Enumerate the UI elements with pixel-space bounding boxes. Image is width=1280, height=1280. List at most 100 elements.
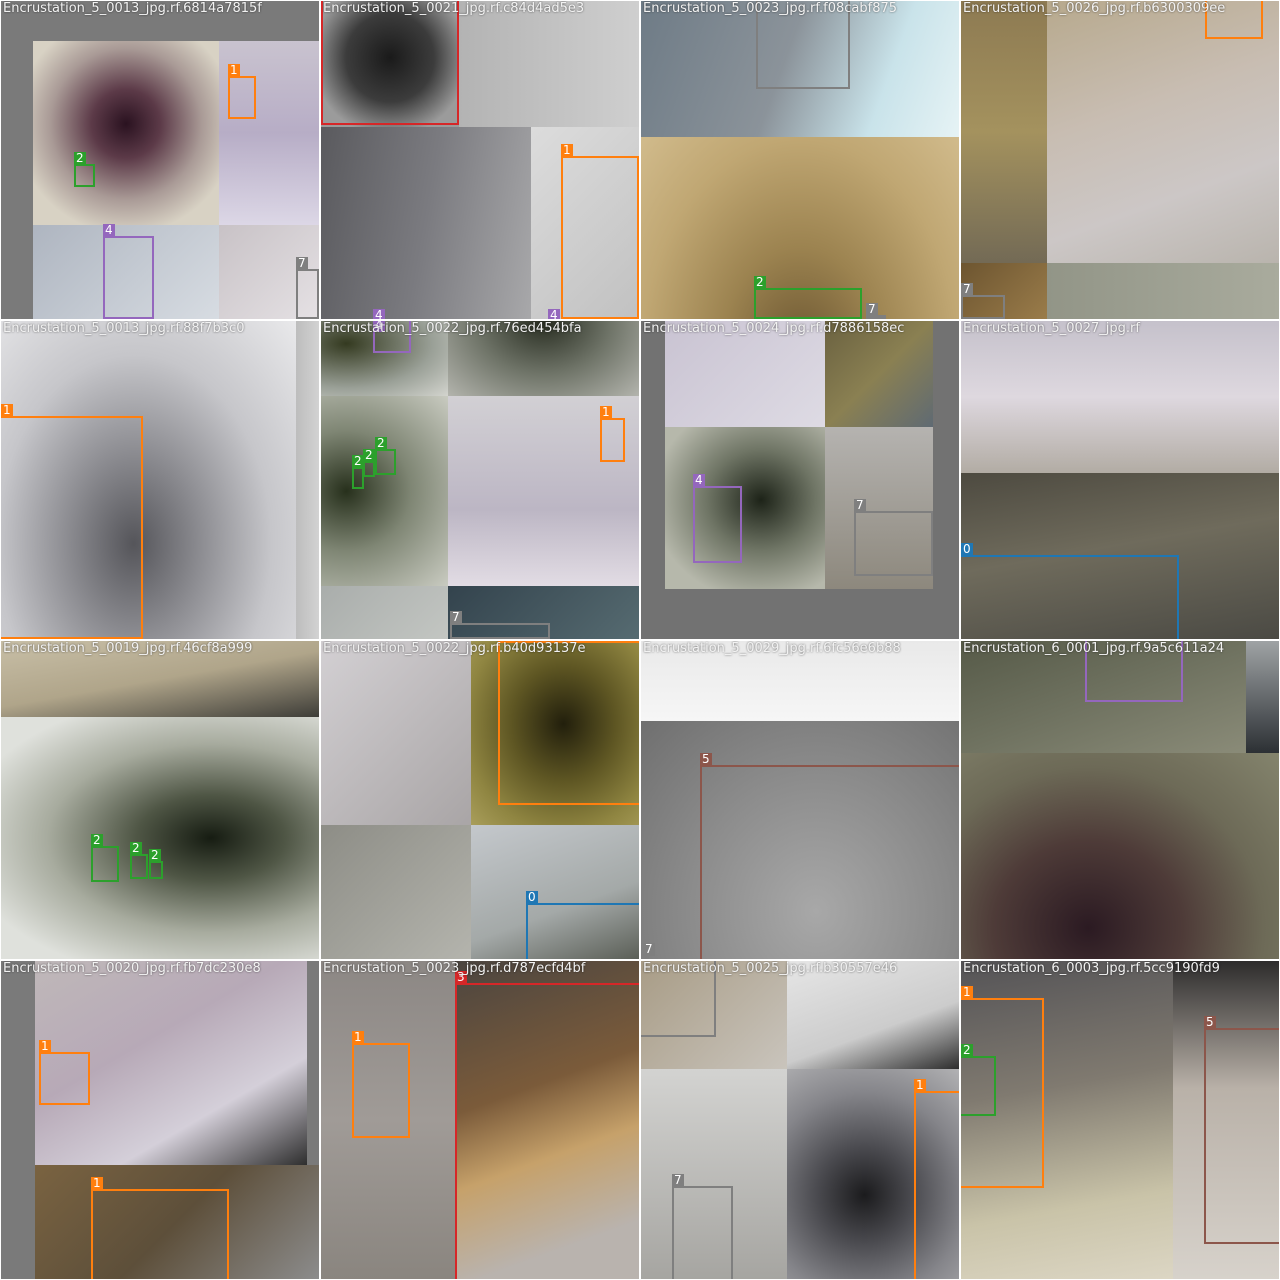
- bbox-class-1: 1: [39, 1040, 90, 1105]
- bbox-class-label: 1: [352, 1030, 364, 1044]
- image-patch: [321, 396, 448, 586]
- bbox-class-4: 4: [693, 474, 742, 563]
- bbox-class-label: 4: [103, 223, 115, 237]
- image-patch: [787, 1069, 959, 1279]
- image-patch: [321, 321, 448, 396]
- bbox-class-5: 5: [700, 753, 959, 959]
- tile-caption: Encrustation_5_0023_jpg.rf.d787ecfd4bf: [323, 961, 586, 976]
- bbox-class-label: 0: [526, 890, 538, 904]
- tile-caption: Encrustation_5_0025_jpg.rf.b30557e46: [643, 961, 898, 976]
- bbox-class-1: 1: [228, 64, 256, 119]
- bbox-class-label: 2: [149, 848, 161, 862]
- bbox-class-1: [1205, 1, 1263, 39]
- image-patch: [1173, 961, 1279, 1279]
- image-patch: [321, 641, 471, 825]
- image-patch: [961, 1, 1047, 263]
- bbox-class-label: 2: [130, 841, 142, 855]
- image-patch: [1246, 641, 1279, 753]
- bbox-class-label: 1: [228, 63, 240, 77]
- image-patch: [825, 321, 933, 427]
- image-patch: [641, 641, 959, 721]
- tile-caption: Encrustation_5_0027_jpg.rf: [963, 321, 1140, 336]
- image-patch: [33, 225, 219, 319]
- bbox-class-label: 0: [961, 542, 973, 556]
- bbox-class-label: 1: [561, 143, 573, 157]
- bbox-class-7: [756, 1, 850, 89]
- bbox-class-label: 7: [854, 498, 866, 512]
- image-patch: [296, 321, 319, 639]
- image-patch: [448, 586, 639, 639]
- image-patch: [321, 1, 459, 127]
- tile-caption: Encrustation_5_0024_jpg.rf.d7886158ec: [643, 321, 905, 336]
- image-patch: [825, 427, 933, 589]
- image-patch: [665, 427, 825, 589]
- image-patch: [531, 127, 639, 319]
- bbox-class-label: 4: [548, 309, 560, 319]
- tile-caption: Encrustation_5_0013_jpg.rf.6814a7815f: [3, 1, 262, 16]
- bbox-class-5: 5: [1204, 1016, 1279, 1244]
- image-patch: [455, 961, 639, 1279]
- tile-caption: Encrustation_5_0022_jpg.rf.76ed454bfa: [323, 321, 582, 336]
- bbox-class-2: 2: [375, 437, 396, 475]
- bbox-class-7: 7: [672, 1174, 733, 1279]
- bbox-class-1: 1: [352, 1031, 410, 1138]
- bbox-class-7: 7: [854, 499, 933, 576]
- bbox-class-7: [641, 961, 716, 1037]
- image-patch: [321, 586, 448, 639]
- bbox-class-label: 1: [498, 641, 510, 642]
- image-tile: Encrustation_5_0023_jpg.rf.f08cabf875 2 …: [641, 1, 959, 319]
- image-patch: [1, 321, 296, 639]
- image-tile: Encrustation_5_0027_jpg.rf 0: [961, 321, 1279, 639]
- bbox-class-0: 0: [961, 543, 1179, 639]
- bbox-class-1: 1: [1, 404, 143, 639]
- image-patch: [665, 321, 825, 427]
- image-patch: [1, 641, 319, 717]
- image-tile: Encrustation_5_0023_jpg.rf.d787ecfd4bf 3…: [321, 961, 639, 1279]
- bbox-class-1: 1: [961, 986, 1044, 1188]
- tile-caption: Encrustation_6_0003_jpg.rf.5cc9190fd9: [963, 961, 1220, 976]
- bbox-class-label: 2: [754, 275, 766, 289]
- bbox-class-1: 1: [498, 641, 639, 805]
- bbox-class-2: 2: [363, 449, 375, 477]
- image-tile: Encrustation_5_0013_jpg.rf.88f7b3c0 1: [1, 321, 319, 639]
- bbox-class-2: 2: [91, 834, 119, 882]
- tile-caption: Encrustation_5_0029_jpg.rf.6fc56e6b88: [643, 641, 901, 656]
- bbox-class-label: 7: [296, 256, 308, 270]
- image-tile: Encrustation_6_0001_jpg.rf.9a5c611a24 4: [961, 641, 1279, 959]
- image-patch: [321, 825, 471, 959]
- image-patch: [961, 753, 1279, 959]
- bbox-class-label: 2: [74, 151, 86, 165]
- bbox-class-label: 1: [1, 403, 13, 417]
- bbox-class-label: 5: [700, 752, 712, 766]
- image-tile: Encrustation_5_0022_jpg.rf.76ed454bfa 4 …: [321, 321, 639, 639]
- image-patch: [448, 396, 639, 586]
- image-patch: [961, 961, 1173, 1279]
- image-tile: Encrustation_5_0025_jpg.rf.b30557e46 7 1: [641, 961, 959, 1279]
- image-patch: [961, 641, 1246, 753]
- bbox-class-label: 4: [373, 309, 385, 319]
- bbox-class-7: 7: [866, 303, 886, 319]
- image-tile: Encrustation_5_0019_jpg.rf.46cf8a999 2 2…: [1, 641, 319, 959]
- bbox-class-label: 7: [643, 942, 655, 956]
- tile-caption: Encrustation_5_0021_jpg.rf.c84d4ad5e3: [323, 1, 585, 16]
- image-tile: Encrustation_5_0020_jpg.rf.fb7dc230e8 1 …: [1, 961, 319, 1279]
- bbox-class-label: 7: [672, 1173, 684, 1187]
- bbox-class-label: 2: [363, 448, 375, 462]
- tile-caption: Encrustation_5_0020_jpg.rf.fb7dc230e8: [3, 961, 261, 976]
- bbox-class-2: 2: [130, 842, 148, 879]
- bbox-class-label: 2: [375, 436, 387, 450]
- image-tile: Encrustation_5_0029_jpg.rf.6fc56e6b88 5 …: [641, 641, 959, 959]
- bbox-class-label: 1: [91, 1176, 103, 1190]
- bbox-class-label: 2: [91, 833, 103, 847]
- image-patch: [1047, 1, 1279, 263]
- image-tile: Encrustation_5_0021_jpg.rf.c84d4ad5e3 1 …: [321, 1, 639, 319]
- bbox-class-label: 1: [961, 985, 973, 999]
- bbox-class-label: 2: [961, 1043, 973, 1057]
- image-tile: Encrustation_6_0003_jpg.rf.5cc9190fd9 1 …: [961, 961, 1279, 1279]
- tile-caption: Encrustation_6_0001_jpg.rf.9a5c611a24: [963, 641, 1225, 656]
- bbox-class-4: 4: [1085, 641, 1183, 702]
- image-patch: [448, 321, 639, 396]
- bbox-class-1: 1: [561, 144, 639, 319]
- image-patch: [33, 41, 219, 225]
- bbox-class-1: 1: [914, 1079, 959, 1279]
